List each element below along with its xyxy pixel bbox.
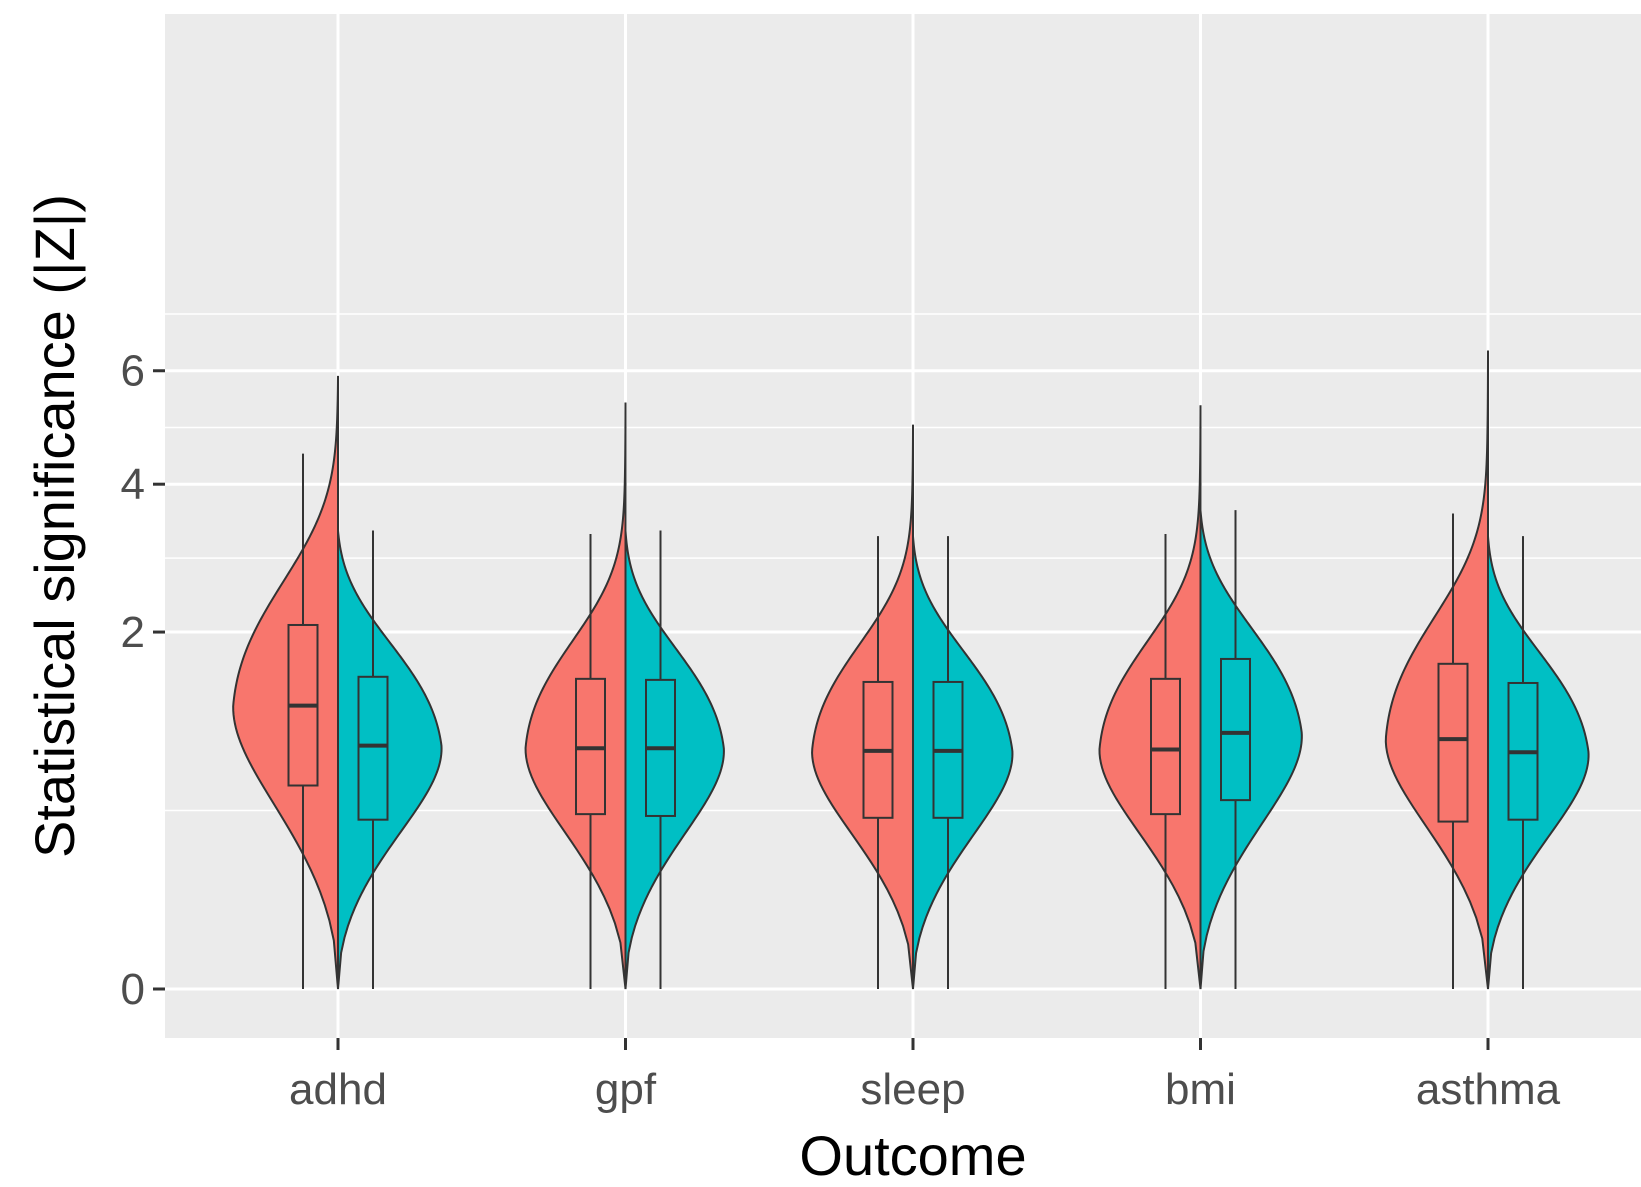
boxplots-layer: [287, 453, 1539, 989]
box-asthma-left: [1437, 662, 1469, 823]
y-tick-label: 4: [121, 460, 145, 509]
x-tick-label: adhd: [289, 1065, 387, 1114]
box-bmi-right: [1220, 657, 1251, 802]
violin-adhd-right: [337, 530, 443, 990]
x-tick-label: gpf: [595, 1065, 657, 1114]
x-tick-label: asthma: [1416, 1065, 1561, 1114]
x-axis: adhd gpf sleep bmi asthma: [289, 1038, 1561, 1114]
x-tick-label: sleep: [860, 1065, 965, 1114]
x-axis-title: Outcome: [799, 1124, 1026, 1187]
y-tick-label: 6: [121, 347, 145, 396]
box-bmi-left: [1150, 677, 1181, 816]
y-axis-title: Statistical significance (|Z|): [23, 194, 86, 858]
violin-adhd-left: [232, 375, 339, 990]
box-adhd-right: [357, 675, 389, 821]
violin-bmi-right: [1199, 510, 1303, 990]
violin-asthma-left: [1384, 350, 1489, 990]
y-axis: 0 2 4 6: [121, 347, 165, 1014]
y-tick-label: 0: [121, 965, 145, 1014]
y-tick-label: 2: [121, 608, 145, 657]
x-tick-label: bmi: [1165, 1065, 1236, 1114]
